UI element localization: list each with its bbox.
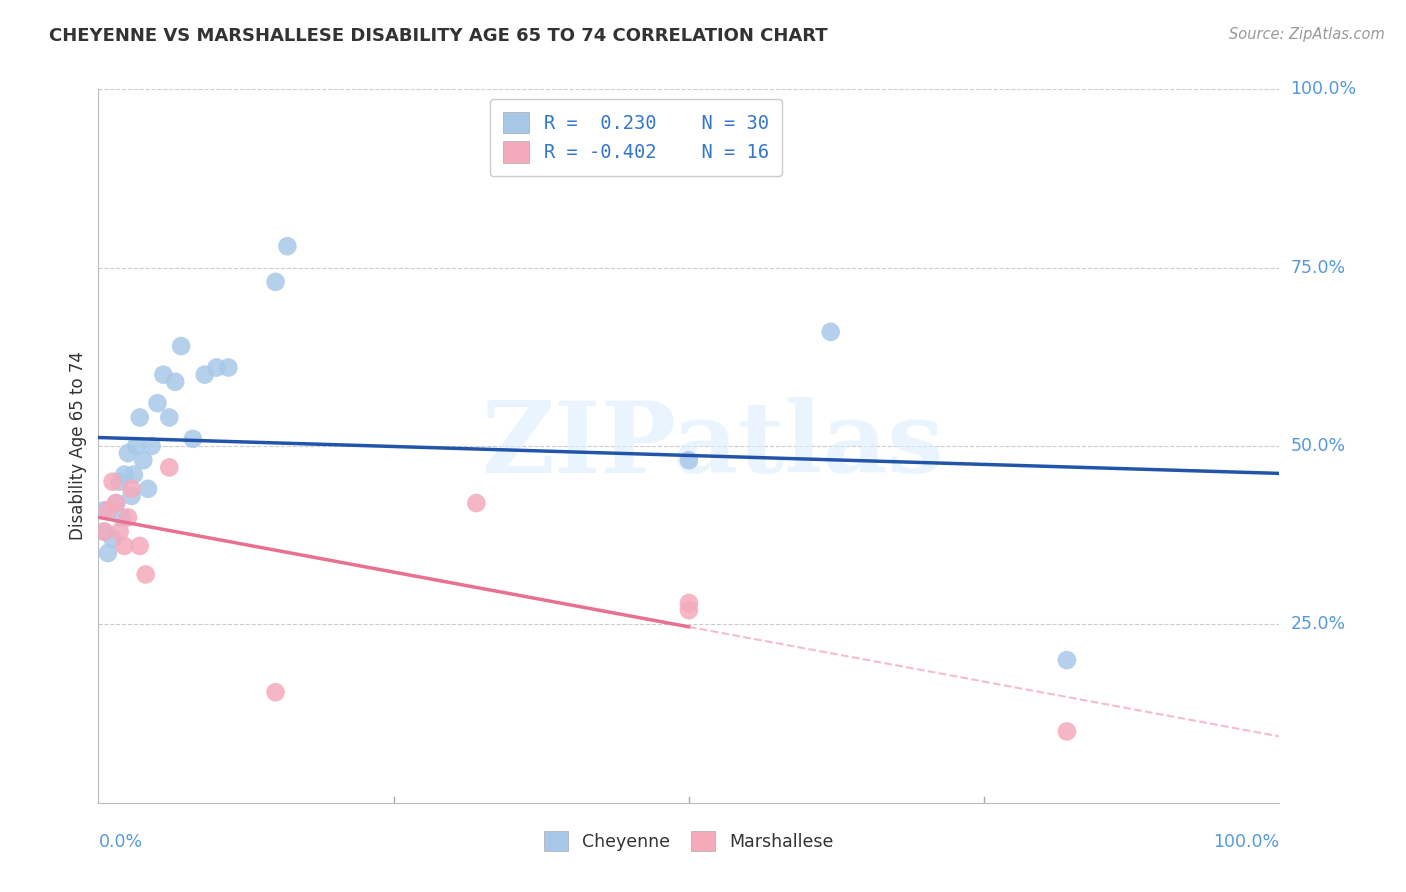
Point xyxy=(217,360,239,375)
Point xyxy=(820,325,842,339)
Text: CHEYENNE VS MARSHALLESE DISABILITY AGE 65 TO 74 CORRELATION CHART: CHEYENNE VS MARSHALLESE DISABILITY AGE 6… xyxy=(49,27,828,45)
Point xyxy=(101,475,124,489)
Point xyxy=(157,460,180,475)
Text: 50.0%: 50.0% xyxy=(1291,437,1346,455)
Point xyxy=(678,453,700,467)
Point xyxy=(264,685,287,699)
Point xyxy=(128,539,150,553)
Point xyxy=(1056,653,1078,667)
Point xyxy=(170,339,193,353)
Point xyxy=(157,410,180,425)
Point xyxy=(122,467,145,482)
Text: ZIPatlas: ZIPatlas xyxy=(481,398,943,494)
Point xyxy=(132,453,155,467)
Text: 100.0%: 100.0% xyxy=(1213,833,1279,851)
Point xyxy=(97,546,120,560)
Legend: Cheyenne, Marshallese: Cheyenne, Marshallese xyxy=(537,824,841,858)
Point xyxy=(152,368,174,382)
Point xyxy=(146,396,169,410)
Point xyxy=(93,524,115,539)
Point xyxy=(108,524,131,539)
Y-axis label: Disability Age 65 to 74: Disability Age 65 to 74 xyxy=(69,351,87,541)
Point xyxy=(141,439,163,453)
Point xyxy=(194,368,217,382)
Point xyxy=(264,275,287,289)
Point xyxy=(165,375,187,389)
Point xyxy=(93,503,115,517)
Point xyxy=(105,496,128,510)
Point xyxy=(105,496,128,510)
Point xyxy=(128,410,150,425)
Point xyxy=(678,596,700,610)
Point xyxy=(97,503,120,517)
Text: 0.0%: 0.0% xyxy=(98,833,142,851)
Point xyxy=(465,496,488,510)
Point xyxy=(1056,724,1078,739)
Point xyxy=(205,360,228,375)
Point xyxy=(135,567,157,582)
Point xyxy=(117,446,139,460)
Point xyxy=(108,475,131,489)
Text: Source: ZipAtlas.com: Source: ZipAtlas.com xyxy=(1229,27,1385,42)
Text: 100.0%: 100.0% xyxy=(1291,80,1357,98)
Point xyxy=(125,439,148,453)
Point xyxy=(136,482,159,496)
Point xyxy=(678,603,700,617)
Point xyxy=(101,532,124,546)
Text: 25.0%: 25.0% xyxy=(1291,615,1346,633)
Text: 75.0%: 75.0% xyxy=(1291,259,1346,277)
Point xyxy=(112,467,135,482)
Point xyxy=(121,489,143,503)
Point xyxy=(117,510,139,524)
Point xyxy=(111,510,134,524)
Point xyxy=(93,524,115,539)
Point xyxy=(276,239,298,253)
Point xyxy=(181,432,204,446)
Point xyxy=(121,482,143,496)
Point xyxy=(112,539,135,553)
